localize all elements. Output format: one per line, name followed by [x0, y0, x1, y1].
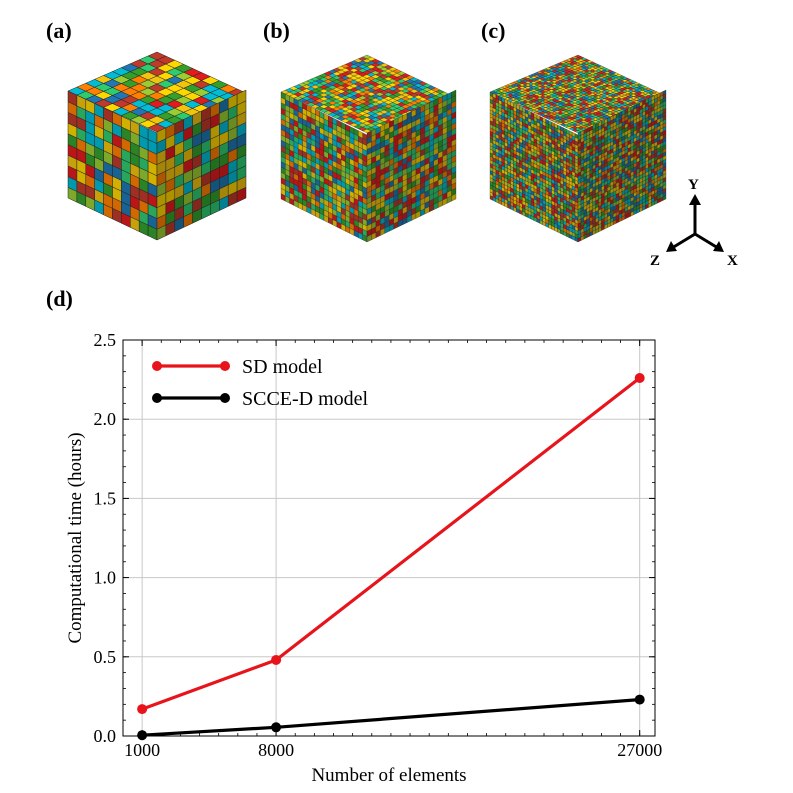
z-axis-letter: Z: [650, 253, 660, 269]
cube-b: [280, 54, 457, 243]
x-arrowhead: [713, 241, 724, 252]
cube-c-left-face: [489, 91, 579, 243]
legend-entry: SD model: [152, 356, 323, 378]
y-tick-label: 2.5: [94, 330, 117, 350]
y-tick-label: 0.5: [94, 647, 117, 667]
legend-marker: [152, 361, 162, 371]
y-axis-letter: Y: [688, 177, 699, 193]
data-point: [271, 722, 282, 733]
cube-a-right-face: [156, 89, 247, 241]
panel-label-d: (d): [46, 286, 73, 311]
data-point: [271, 654, 282, 665]
y-ticks: 0.0 0.5 1.0 1.5 2.0 2.5: [94, 330, 655, 746]
x-axis-letter: X: [727, 253, 738, 269]
cube-a: [67, 51, 247, 241]
legend-marker: [220, 361, 230, 371]
plot-area: [122, 339, 656, 737]
y-tick-label: 1.5: [94, 488, 117, 508]
cube-a-top-face: [67, 51, 247, 133]
x-tick-label: 8000: [258, 740, 294, 760]
y-tick-label: 2.0: [94, 409, 117, 429]
data-point: [634, 373, 645, 384]
coordinate-triad: Y Z X: [650, 177, 738, 269]
z-arrowhead: [666, 241, 677, 252]
gridlines: [123, 340, 655, 736]
panel-label-b: (b): [263, 18, 290, 43]
x-ticks: 1000 8000 27000: [124, 340, 662, 760]
data-point: [137, 730, 148, 741]
cube-c-right-face: [577, 89, 667, 243]
data-point: [137, 704, 148, 715]
series-sd-model: [137, 373, 645, 715]
y-axis-label: Computational time (hours): [65, 432, 86, 643]
cube-c: [489, 54, 667, 243]
legend-entry: SCCE-D model: [152, 388, 369, 410]
y-tick-label: 1.0: [94, 568, 117, 588]
x-tick-label: 1000: [124, 740, 160, 760]
y-arrowhead: [689, 194, 701, 205]
chart-panel-d: 0.0 0.5 1.0 1.5 2.0 2.5 1000 8000 27000 Number …: [65, 330, 662, 786]
cube-a-left-face: [67, 90, 158, 241]
panel-label-c: (c): [481, 18, 505, 43]
x-axis-arrow: [694, 232, 719, 250]
cube-c-top-face: [489, 54, 667, 134]
cube-b-right-face: [366, 89, 457, 243]
x-axis-label: Number of elements: [311, 765, 466, 786]
panel-label-a: (a): [46, 18, 72, 43]
legend-marker: [220, 393, 230, 403]
data-point: [634, 694, 645, 705]
legend-label: SCCE-D model: [242, 388, 369, 410]
legend-marker: [152, 393, 162, 403]
cube-b-left-face: [280, 91, 368, 243]
z-axis-arrow: [671, 232, 696, 250]
legend-label: SD model: [242, 356, 323, 378]
microstructure-cubes: [67, 51, 667, 243]
x-tick-label: 27000: [617, 740, 662, 760]
series-scce-d-model: [137, 694, 645, 741]
series-layer: [137, 373, 645, 741]
y-tick-label: 0.0: [94, 726, 117, 746]
legend: SD model SCCE-D model: [152, 356, 369, 410]
